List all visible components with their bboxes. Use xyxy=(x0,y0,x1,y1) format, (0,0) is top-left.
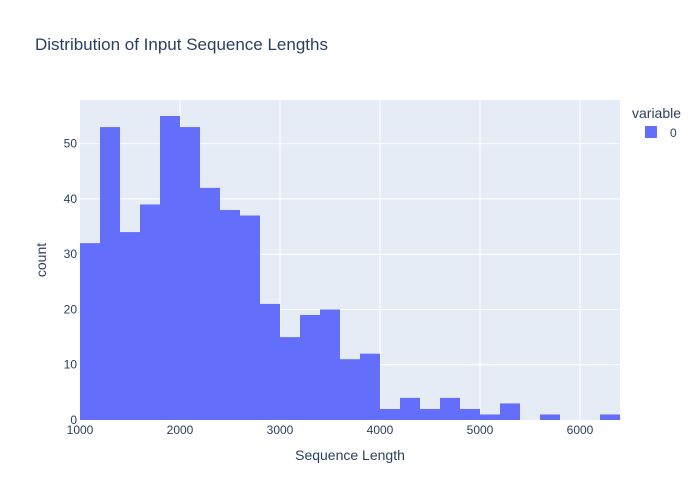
chart-title: Distribution of Input Sequence Lengths xyxy=(35,35,328,54)
histogram-bar[interactable] xyxy=(300,314,320,420)
histogram-bar[interactable] xyxy=(460,408,480,420)
x-tick-label: 4000 xyxy=(367,423,394,437)
histogram-bar[interactable] xyxy=(440,397,460,420)
legend-label: 0 xyxy=(670,126,677,140)
histogram-bar[interactable] xyxy=(320,309,340,420)
histogram-bar[interactable] xyxy=(380,408,400,420)
histogram-bar[interactable] xyxy=(260,303,280,420)
histogram-bar[interactable] xyxy=(180,127,200,420)
histogram-bar[interactable] xyxy=(360,353,380,420)
y-tick-label: 10 xyxy=(64,358,78,372)
histogram-bar[interactable] xyxy=(480,414,500,420)
x-tick-label: 3000 xyxy=(267,423,294,437)
histogram-bar[interactable] xyxy=(500,403,520,420)
y-tick-label: 50 xyxy=(64,137,78,151)
histogram-bar[interactable] xyxy=(120,232,140,420)
histogram-bar[interactable] xyxy=(220,209,240,420)
y-tick-label: 0 xyxy=(70,413,77,427)
legend-swatch xyxy=(645,126,657,138)
y-tick-label: 30 xyxy=(64,247,78,261)
histogram-bar[interactable] xyxy=(80,243,100,420)
histogram-bar[interactable] xyxy=(160,116,180,420)
histogram-bar[interactable] xyxy=(100,127,120,420)
x-tick-label: 1000 xyxy=(67,423,94,437)
histogram-bar[interactable] xyxy=(200,187,220,420)
legend: variable 0 xyxy=(632,105,681,140)
x-tick-label: 5000 xyxy=(467,423,494,437)
x-axis-ticks: 1000 2000 3000 4000 5000 6000 xyxy=(67,423,594,437)
histogram-bar[interactable] xyxy=(340,359,360,420)
x-tick-label: 2000 xyxy=(167,423,194,437)
y-axis-title: count xyxy=(33,243,49,277)
legend-item-0[interactable]: 0 xyxy=(645,126,677,140)
y-tick-label: 20 xyxy=(64,302,78,316)
histogram-bar[interactable] xyxy=(540,414,560,420)
legend-title: variable xyxy=(632,105,681,121)
x-tick-label: 6000 xyxy=(567,423,594,437)
histogram-bar[interactable] xyxy=(140,204,160,420)
histogram-bar[interactable] xyxy=(280,337,300,420)
histogram-bar[interactable] xyxy=(240,215,260,420)
bars xyxy=(80,116,620,420)
x-axis-title: Sequence Length xyxy=(295,447,405,463)
histogram-bar[interactable] xyxy=(400,397,420,420)
y-tick-label: 40 xyxy=(64,192,78,206)
histogram-bar[interactable] xyxy=(600,414,620,420)
y-axis-ticks: 0 10 20 30 40 50 xyxy=(64,137,78,427)
histogram-bar[interactable] xyxy=(420,408,440,420)
